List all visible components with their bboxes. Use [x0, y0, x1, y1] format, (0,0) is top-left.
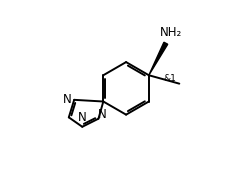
- Text: N: N: [98, 108, 107, 121]
- Text: N: N: [62, 93, 71, 106]
- Text: NH₂: NH₂: [159, 26, 182, 38]
- Text: &1: &1: [163, 74, 176, 83]
- Polygon shape: [149, 42, 168, 75]
- Text: N: N: [78, 111, 87, 124]
